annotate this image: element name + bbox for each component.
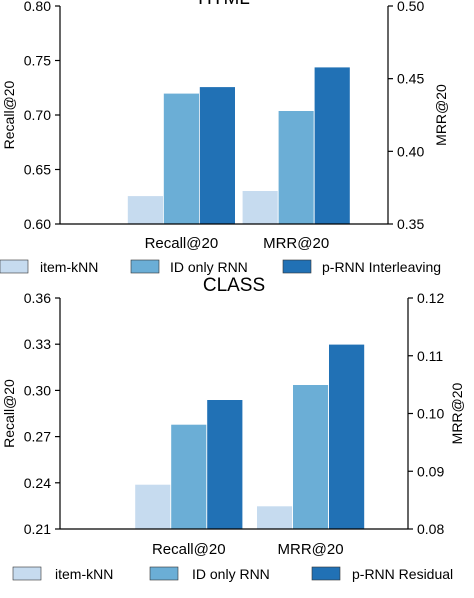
y-tick-label: 0.33 — [24, 336, 51, 352]
legend-swatch-p-rnn-interleaving — [282, 259, 312, 274]
legend-swatch-item-knn — [0, 259, 29, 274]
y2-tick-label: 0.50 — [397, 0, 424, 14]
bar-item-knn-recall-20 — [134, 483, 172, 530]
bar-p-rnn-residual-mrr-20 — [328, 343, 366, 530]
bar-item-knn-mrr-20 — [256, 505, 294, 530]
y2-tick-label: 0.10 — [417, 406, 444, 422]
y-tick-label: 0.24 — [24, 475, 51, 491]
y-axis-label: Recall@20 — [1, 80, 17, 149]
y-tick-label: 0.60 — [24, 216, 51, 232]
legend-swatch-p-rnn-residual — [311, 566, 341, 581]
y-tick-label: 0.21 — [24, 521, 51, 537]
x-category-label: MRR@20 — [263, 235, 329, 252]
y-tick-label: 0.70 — [24, 107, 51, 123]
y-tick-label: 0.75 — [24, 53, 51, 69]
legend-swatch-item-knn — [12, 566, 42, 581]
chart-title: CLASS — [203, 275, 265, 296]
y2-tick-label: 0.11 — [417, 348, 443, 364]
x-category-label: MRR@20 — [278, 541, 344, 558]
y-axis-label: Recall@20 — [1, 379, 17, 448]
legend-label-item-knn: item-kNN — [40, 259, 98, 275]
legend-label-id-only-rnn: ID only RNN — [192, 566, 270, 582]
y-tick-label: 0.80 — [24, 0, 51, 14]
bar-item-knn-mrr-20 — [241, 190, 279, 225]
y-tick-label: 0.30 — [24, 382, 51, 398]
y-tick-label: 0.27 — [24, 429, 51, 445]
bar-id-only-rnn-recall-20 — [170, 423, 208, 530]
y2-tick-label: 0.12 — [417, 290, 444, 306]
y-tick-label: 0.65 — [24, 162, 51, 178]
bar-id-only-rnn-recall-20 — [162, 92, 200, 225]
bar-p-rnn-interleaving-recall-20 — [198, 86, 236, 225]
y2-tick-label: 0.09 — [417, 463, 444, 479]
legend-label-p-rnn-interleaving: p-RNN Interleaving — [322, 259, 441, 275]
y2-tick-label: 0.45 — [397, 71, 424, 87]
y2-tick-label: 0.08 — [417, 521, 444, 537]
y2-tick-label: 0.35 — [397, 216, 424, 232]
legend-swatch-id-only-rnn — [149, 566, 179, 581]
legend-swatch-id-only-rnn — [130, 259, 160, 274]
y-tick-label: 0.36 — [24, 290, 51, 306]
legend-label-id-only-rnn: ID only RNN — [170, 259, 248, 275]
legend-label-item-knn: item-kNN — [55, 566, 113, 582]
bar-p-rnn-residual-recall-20 — [206, 399, 244, 530]
y2-axis-label: MRR@20 — [433, 84, 449, 146]
chart-title: HTML — [198, 0, 250, 9]
bar-p-rnn-interleaving-mrr-20 — [313, 66, 351, 225]
bar-item-knn-recall-20 — [127, 195, 164, 225]
x-category-label: Recall@20 — [152, 541, 226, 558]
y2-axis-label: MRR@20 — [449, 382, 465, 444]
legend-label-p-rnn-residual: p-RNN Residual — [352, 566, 453, 582]
bar-id-only-rnn-mrr-20 — [277, 110, 315, 225]
bar-id-only-rnn-mrr-20 — [292, 384, 330, 530]
y2-tick-label: 0.40 — [397, 143, 424, 159]
x-category-label: Recall@20 — [145, 235, 219, 252]
